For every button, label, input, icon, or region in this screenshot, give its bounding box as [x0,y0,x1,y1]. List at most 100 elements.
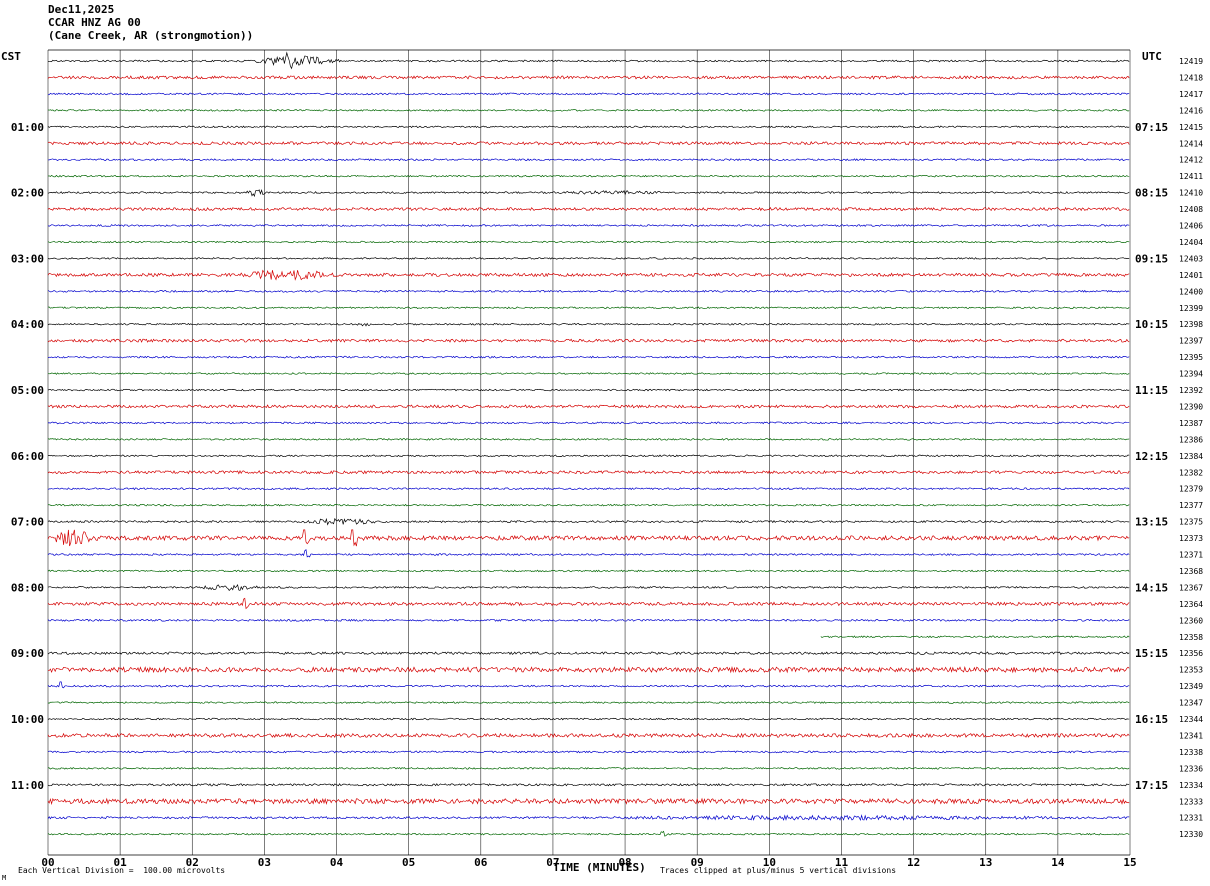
right-hour-label: 08:15 [1135,187,1168,200]
right-hour-label: 11:15 [1135,384,1168,397]
trace-id-label: 12401 [1179,271,1203,280]
seismogram-trace-row-39 [47,701,1130,704]
seismogram-trace-row-5 [47,141,1130,146]
seismogram-trace-row-22 [47,421,1130,425]
title-station: CCAR HNZ AG 00 [48,16,141,29]
trace-id-label: 12330 [1179,830,1203,839]
seismogram-trace-row-38 [47,681,1130,689]
left-hour-label: 05:00 [11,384,44,397]
seismogram-trace-row-9 [47,206,1130,212]
left-hour-label: 02:00 [11,187,44,200]
seismogram-trace-row-10 [47,224,1130,227]
left-hour-label: 01:00 [11,121,44,134]
x-tick-label: 02 [186,856,199,869]
seismogram-trace-row-40 [47,717,1130,721]
x-tick-label: 08 [618,856,631,869]
seismogram-trace-row-35 [820,635,1130,639]
trace-id-label: 12373 [1179,534,1203,543]
seismogram-trace-row-20 [47,388,1130,392]
trace-id-label: 12349 [1179,682,1203,691]
x-tick-label: 04 [330,856,344,869]
trace-id-label: 12344 [1179,715,1203,724]
seismogram-trace-row-25 [47,469,1130,475]
x-tick-label: 07 [546,856,559,869]
trace-id-label: 12386 [1179,435,1203,444]
seismogram-trace-row-47 [47,830,1130,837]
left-timezone-label: CST [1,50,21,63]
seismogram-trace-row-11 [47,240,1130,244]
trace-id-label: 12406 [1179,222,1203,231]
trace-id-label: 12371 [1179,551,1203,560]
watermark-mark: M [2,874,7,882]
trace-id-label: 12398 [1179,320,1203,329]
seismogram-trace-row-32 [47,583,1130,591]
seismogram-trace-row-2 [47,92,1130,96]
left-hour-label: 07:00 [11,516,44,529]
trace-id-label: 12358 [1179,633,1203,642]
x-tick-label: 03 [258,856,271,869]
seismogram-trace-row-31 [47,569,1130,573]
x-tick-label: 13 [979,856,992,869]
seismogram-trace-row-29 [47,529,1130,547]
seismogram-trace-row-42 [47,750,1130,754]
trace-id-label: 12353 [1179,666,1203,675]
seismogram-trace-row-30 [47,549,1130,558]
seismogram-trace-row-16 [47,322,1130,327]
trace-id-label: 12400 [1179,287,1203,296]
seismogram-trace-row-45 [47,797,1130,806]
seismogram-trace-row-17 [47,338,1130,343]
left-hour-label: 04:00 [11,318,44,331]
seismogram-trace-row-46 [47,814,1130,822]
right-hour-label: 17:15 [1135,779,1168,792]
right-hour-label: 12:15 [1135,450,1168,463]
trace-id-label: 12375 [1179,518,1203,527]
clip-footnote: Traces clipped at plus/minus 5 vertical … [660,866,897,875]
seismogram-trace-row-3 [47,109,1130,112]
seismogram-trace-row-12 [47,257,1130,260]
trace-id-label: 12364 [1179,600,1203,609]
seismogram-trace-row-18 [47,355,1130,359]
seismogram-trace-row-28 [47,517,1130,526]
trace-id-label: 12408 [1179,205,1203,214]
trace-id-label: 12419 [1179,57,1203,66]
left-hour-label: 08:00 [11,581,44,594]
trace-id-label: 12416 [1179,106,1203,115]
trace-id-label: 12412 [1179,156,1203,165]
trace-id-label: 12395 [1179,353,1203,362]
title-location: (Cane Creek, AR (strongmotion)) [48,29,254,42]
trace-id-label: 12414 [1179,139,1203,148]
right-hour-label: 13:15 [1135,516,1168,529]
x-tick-label: 11 [835,856,849,869]
scale-footnote: Each Vertical Division = 100.00 microvol… [18,866,226,875]
seismogram-trace-row-43 [47,767,1130,770]
trace-id-label: 12331 [1179,814,1203,823]
right-hour-label: 15:15 [1135,647,1168,660]
trace-id-label: 12341 [1179,731,1203,740]
right-timezone-label: UTC [1142,50,1162,63]
trace-id-label: 12404 [1179,238,1203,247]
seismogram-trace-row-37 [47,665,1130,674]
x-tick-label: 12 [907,856,920,869]
x-tick-label: 06 [474,856,488,869]
right-hour-label: 16:15 [1135,713,1168,726]
trace-id-label: 12360 [1179,616,1203,625]
seismogram-trace-row-21 [47,404,1130,409]
x-tick-label: 10 [763,856,776,869]
seismogram-trace-row-33 [47,597,1130,610]
seismogram-trace-row-27 [47,503,1130,507]
seismogram-trace-row-34 [47,618,1130,622]
x-tick-label: 05 [402,856,415,869]
seismogram-trace-row-19 [47,372,1130,375]
trace-id-label: 12333 [1179,797,1203,806]
x-tick-label: 14 [1051,856,1065,869]
trace-id-label: 12356 [1179,649,1203,658]
left-hour-label: 09:00 [11,647,44,660]
trace-id-label: 12417 [1179,90,1203,99]
x-tick-label: 00 [41,856,54,869]
trace-id-label: 12410 [1179,189,1203,198]
seismogram-trace-row-0 [47,51,1130,70]
seismogram-trace-row-14 [47,289,1130,293]
trace-id-label: 12390 [1179,402,1203,411]
trace-id-label: 12415 [1179,123,1203,132]
left-hour-label: 10:00 [11,713,44,726]
